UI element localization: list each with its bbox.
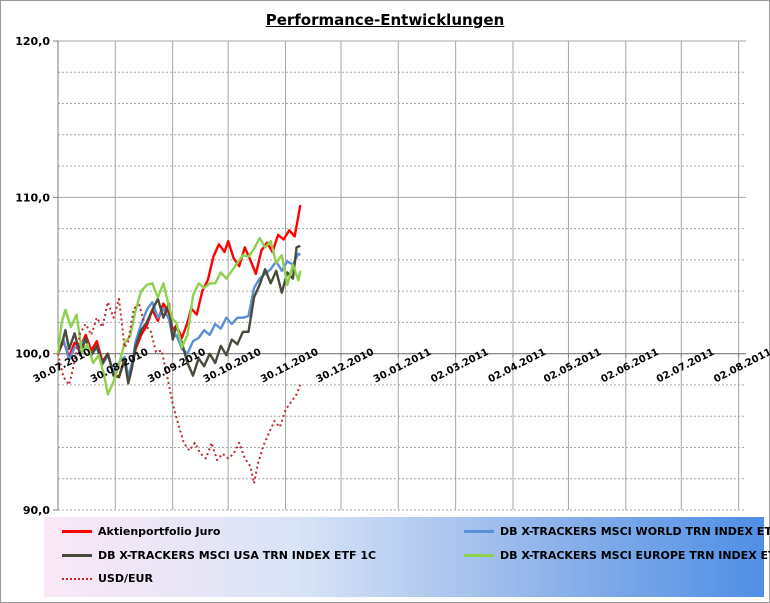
x-tick-label: 30.10.2010 — [202, 347, 263, 386]
axes — [53, 40, 746, 511]
legend-label: Aktienportfolio Juro — [98, 525, 221, 538]
x-tick-label: 30.01.2011 — [372, 347, 433, 386]
legend-item: USD/EUR — [62, 572, 153, 585]
legend: Aktienportfolio Juro DB X-TRACKERS MSCI W… — [44, 517, 770, 597]
legend-swatch — [464, 554, 494, 557]
x-tick-label: 02.04.2011 — [487, 347, 548, 386]
legend-label: USD/EUR — [98, 572, 153, 585]
legend-swatch — [62, 577, 92, 580]
legend-item: DB X-TRACKERS MSCI EUROPE TRN INDEX ETF … — [464, 549, 770, 562]
x-tick-label: 30.12.2010 — [315, 347, 376, 386]
y-tick-label: 120,0 — [15, 35, 50, 48]
x-tick-label: 02.08.2011 — [712, 347, 770, 386]
legend-item: Aktienportfolio Juro — [62, 525, 220, 538]
tick-labels: 90,0100,0110,0120,030.07.201030.08.20103… — [15, 35, 770, 517]
legend-label: DB X-TRACKERS MSCI WORLD TRN INDEX ETF 1… — [500, 525, 770, 538]
series-lines — [56, 204, 302, 485]
legend-swatch — [62, 554, 92, 557]
series-line-5 — [57, 297, 302, 485]
y-tick-label: 100,0 — [15, 348, 50, 361]
y-tick-label: 110,0 — [15, 191, 50, 204]
x-tick-label: 02.05.2011 — [542, 347, 603, 386]
y-tick-label: 90,0 — [23, 504, 50, 517]
series-line-4 — [56, 236, 302, 396]
chart-title: Performance-Entwicklungen — [265, 11, 505, 29]
gridlines — [57, 40, 746, 511]
x-tick-label: 30.11.2010 — [259, 347, 320, 386]
legend-label: DB X-TRACKERS MSCI EUROPE TRN INDEX ETF … — [500, 549, 770, 562]
series-line-3 — [56, 244, 301, 385]
legend-item: DB X-TRACKERS MSCI USA TRN INDEX ETF 1C — [62, 549, 376, 562]
x-tick-label: 02.06.2011 — [599, 347, 660, 386]
x-tick-label: 02.03.2011 — [429, 347, 490, 386]
legend-item: DB X-TRACKERS MSCI WORLD TRN INDEX ETF 1… — [464, 525, 770, 538]
series-line-1 — [56, 204, 302, 383]
legend-swatch — [62, 530, 92, 533]
legend-swatch — [464, 530, 494, 533]
legend-label: DB X-TRACKERS MSCI USA TRN INDEX ETF 1C — [98, 549, 377, 562]
x-tick-label: 02.07.2011 — [655, 347, 716, 386]
